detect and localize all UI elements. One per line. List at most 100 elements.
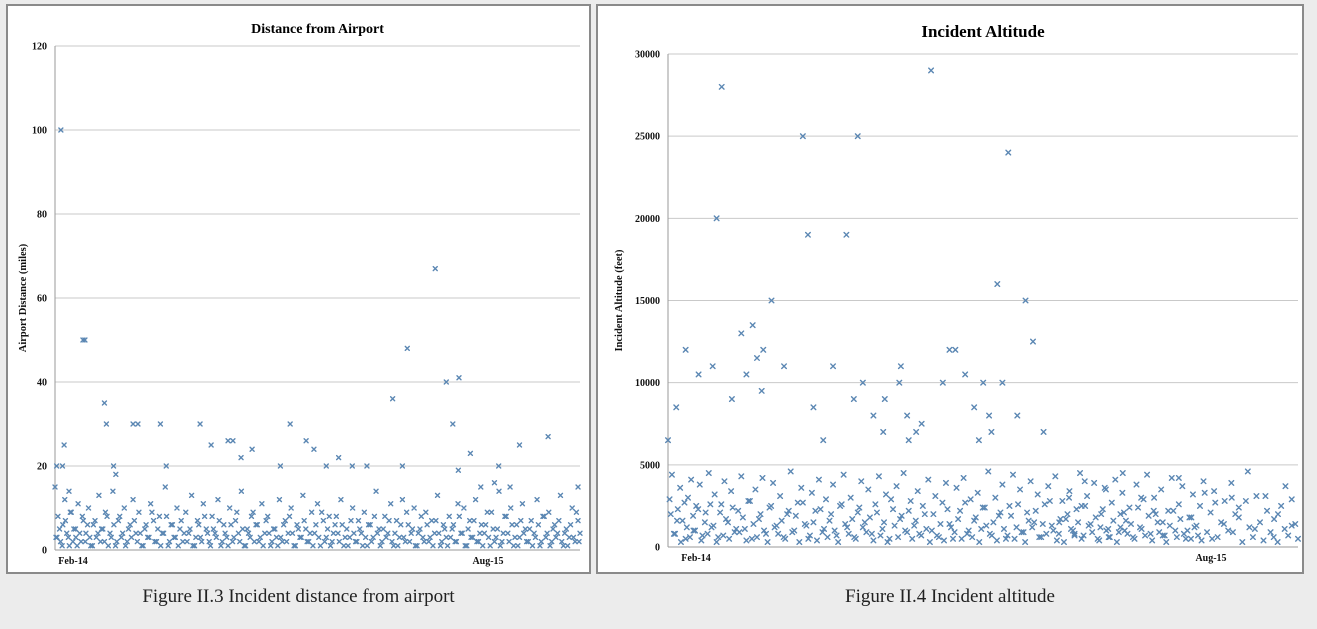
data-point <box>183 509 189 515</box>
data-point <box>1024 509 1031 516</box>
data-point <box>196 522 202 528</box>
data-point <box>323 534 329 541</box>
data-point <box>96 492 102 499</box>
data-point <box>347 534 353 541</box>
data-point <box>566 534 572 541</box>
data-point <box>757 511 764 518</box>
data-point <box>564 543 571 549</box>
data-point <box>342 534 348 541</box>
data-point <box>317 543 324 549</box>
data-point <box>1071 530 1078 537</box>
data-point <box>964 530 971 537</box>
data-point <box>136 509 142 515</box>
data-point <box>1000 525 1007 532</box>
data-point <box>979 504 986 511</box>
data-point <box>89 543 96 549</box>
data-point <box>951 529 958 536</box>
data-point <box>257 534 263 541</box>
data-point <box>133 530 139 536</box>
data-point <box>1011 535 1018 542</box>
data-point <box>201 513 208 520</box>
data-point <box>1064 511 1071 518</box>
data-point <box>61 442 67 448</box>
data-point <box>994 281 1001 288</box>
data-point <box>278 534 284 541</box>
data-point <box>523 538 530 545</box>
data-point <box>810 404 817 411</box>
data-point <box>1165 507 1172 514</box>
data-point <box>870 537 877 544</box>
data-point <box>122 543 129 549</box>
data-point <box>95 530 101 536</box>
data-point <box>101 400 108 406</box>
data-point <box>393 517 400 524</box>
data-point <box>146 534 152 541</box>
data-point <box>467 450 474 457</box>
data-point <box>739 514 746 521</box>
data-point <box>288 505 294 511</box>
data-point <box>157 421 164 427</box>
data-point <box>471 517 477 524</box>
data-point <box>456 513 463 520</box>
data-point <box>491 480 498 486</box>
data-point <box>349 463 356 469</box>
data-point <box>975 437 982 444</box>
data-point <box>101 538 108 545</box>
data-point <box>902 527 909 534</box>
data-point <box>787 468 794 475</box>
data-point <box>768 502 775 509</box>
data-point <box>997 509 1004 516</box>
chart-panel-altitude: Incident Altitude Incident Altitude (feet… <box>596 4 1304 574</box>
data-point <box>1131 535 1138 542</box>
data-point <box>1140 496 1147 503</box>
data-point <box>310 543 316 549</box>
data-point <box>1292 520 1299 527</box>
data-point <box>181 530 187 536</box>
data-point <box>1055 530 1062 537</box>
data-point <box>1053 537 1060 544</box>
data-point <box>1246 524 1253 531</box>
data-point <box>743 371 750 378</box>
data-point <box>404 345 410 352</box>
data-point <box>373 488 379 494</box>
data-point <box>295 526 302 532</box>
data-point <box>1170 507 1177 514</box>
data-point <box>752 486 759 493</box>
data-point <box>1057 516 1064 523</box>
y-axis-label: Airport Distance (miles) <box>18 243 29 352</box>
data-point <box>377 543 383 549</box>
data-point <box>169 522 176 528</box>
data-point <box>197 421 203 427</box>
data-point <box>1264 507 1271 514</box>
data-point <box>1154 519 1161 526</box>
data-point <box>532 534 539 541</box>
data-point <box>80 517 86 524</box>
data-point <box>440 522 447 528</box>
data-point <box>341 543 347 549</box>
data-point <box>803 522 810 529</box>
data-point <box>939 379 946 386</box>
data-point <box>411 505 417 511</box>
data-point <box>1161 532 1168 539</box>
data-point <box>553 534 559 541</box>
data-point <box>1013 524 1020 531</box>
data-point <box>199 538 205 545</box>
data-point <box>937 520 944 527</box>
data-point <box>999 379 1006 386</box>
data-point <box>1244 468 1251 475</box>
y-tick-label: 30000 <box>635 50 660 61</box>
data-point <box>978 525 985 532</box>
y-tick-label: 60 <box>37 294 47 305</box>
data-point <box>695 506 702 513</box>
data-point <box>367 522 373 528</box>
data-point <box>446 513 452 520</box>
data-point <box>1048 522 1055 529</box>
data-point <box>1218 519 1225 526</box>
data-point <box>930 511 937 518</box>
data-point <box>493 534 499 541</box>
data-point <box>677 539 684 546</box>
data-point <box>88 543 94 549</box>
data-point <box>449 526 455 532</box>
data-point <box>1096 537 1103 544</box>
data-point <box>354 538 360 545</box>
